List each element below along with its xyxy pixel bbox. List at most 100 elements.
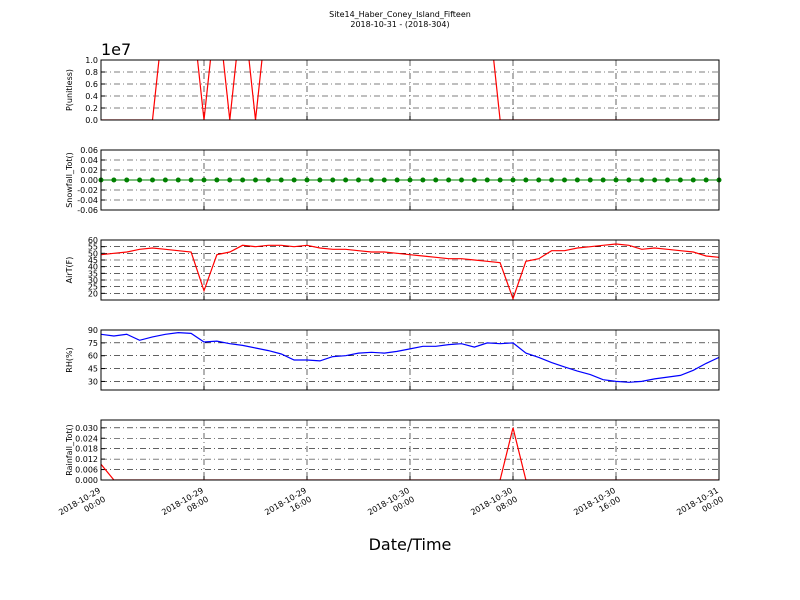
y-axis-label: Snowfall_Tot() <box>65 152 74 208</box>
y-tick-label: 25 <box>88 283 98 292</box>
data-point <box>343 177 349 183</box>
data-point <box>703 177 709 183</box>
y-tick-label: 0.2 <box>85 104 98 113</box>
data-point <box>587 177 593 183</box>
data-point <box>253 177 258 183</box>
y-tick-label: 0.4 <box>85 92 98 101</box>
x-tick-label: 2018-10-3000:00 <box>366 486 416 526</box>
data-point <box>574 177 580 183</box>
y-tick-label: 35 <box>88 269 98 278</box>
y-tick-label: 0.012 <box>75 455 98 464</box>
y-tick-label: 75 <box>88 339 98 348</box>
data-point <box>562 177 567 183</box>
data-point <box>626 177 632 183</box>
data-point <box>291 177 297 183</box>
plot-frame <box>100 419 720 481</box>
data-point <box>446 177 452 183</box>
data-point <box>665 177 670 183</box>
data-point <box>124 177 130 183</box>
y-tick-label: 1.0 <box>85 56 98 65</box>
y-tick-label: -0.02 <box>77 186 98 195</box>
y-tick-label: 0.0 <box>85 116 98 125</box>
data-point <box>652 177 658 183</box>
data-point <box>407 177 413 183</box>
data-point <box>265 177 271 183</box>
data-point <box>639 177 645 183</box>
data-point <box>690 177 696 183</box>
y-tick-label: 45 <box>88 256 98 265</box>
y-tick-label: 30 <box>88 377 98 386</box>
data-point <box>175 177 181 183</box>
data-point <box>201 177 207 183</box>
data-point <box>459 177 464 183</box>
y-tick-label: 0.00 <box>80 176 98 185</box>
data-point <box>677 177 683 183</box>
y-tick-label: 0.6 <box>85 80 98 89</box>
data-point <box>523 177 529 183</box>
x-tick-label: 2018-10-3016:00 <box>572 486 622 526</box>
y-tick-label: 30 <box>88 276 98 285</box>
y-axis-label: P(unitless) <box>65 69 74 111</box>
data-line <box>101 331 719 383</box>
y-tick-label: 20 <box>88 289 98 298</box>
data-point <box>549 177 555 183</box>
y-axis-label: Rainfall_Tot() <box>65 424 74 476</box>
y-tick-label: 0.030 <box>75 424 98 433</box>
y-tick-label: 0.000 <box>75 476 98 485</box>
y-tick-label: 0.024 <box>75 434 98 443</box>
data-point <box>497 177 503 183</box>
data-point <box>510 177 516 183</box>
data-point <box>240 177 246 183</box>
y-tick-label: 55 <box>88 243 98 252</box>
data-point <box>381 177 387 183</box>
y-tick-label: 0.018 <box>75 445 98 454</box>
data-point <box>304 177 310 183</box>
data-point <box>278 177 284 183</box>
plot-frame <box>100 59 720 121</box>
data-line <box>101 243 719 300</box>
y-tick-label: -0.04 <box>77 196 98 205</box>
data-point <box>162 177 168 183</box>
chart-subtitle: 2018-10-31 - (2018-304) <box>350 20 449 29</box>
y-tick-label: 0.04 <box>80 156 98 165</box>
data-point <box>188 177 194 183</box>
y-tick-label: 60 <box>88 352 98 361</box>
x-axis-label: Date/Time <box>369 535 452 554</box>
y-tick-label: 0.06 <box>80 146 98 155</box>
data-point <box>420 177 426 183</box>
data-point <box>317 177 323 183</box>
data-point <box>484 177 490 183</box>
x-tick-label: 2018-10-3008:00 <box>469 486 519 526</box>
data-point <box>536 177 542 183</box>
y-tick-label: 0.02 <box>80 166 98 175</box>
data-point <box>227 177 233 183</box>
plot-frame <box>100 239 720 301</box>
plot-frame <box>100 149 720 211</box>
data-point <box>394 177 400 183</box>
data-point <box>600 177 606 183</box>
y-tick-label: 40 <box>88 263 98 272</box>
data-point <box>214 177 220 183</box>
x-tick-label: 2018-10-2900:00 <box>57 486 107 526</box>
plot-frame <box>100 329 720 391</box>
y-tick-label: 0.8 <box>85 68 98 77</box>
data-point <box>356 177 361 183</box>
y-tick-label: 60 <box>88 236 98 245</box>
data-point <box>330 177 336 183</box>
y-axis-label: AirT(F) <box>65 257 74 284</box>
x-tick-label: 2018-10-2916:00 <box>263 486 313 526</box>
data-point <box>368 177 374 183</box>
y-tick-label: 45 <box>88 365 98 374</box>
offset-label: 1e7 <box>101 40 131 59</box>
chart-title: Site14_Haber_Coney_Island_Fifteen <box>329 10 471 19</box>
y-tick-label: 50 <box>88 249 98 258</box>
x-tick-label: 2018-10-2908:00 <box>160 486 210 526</box>
y-tick-label: -0.06 <box>77 206 98 215</box>
y-tick-label: 90 <box>88 326 98 335</box>
data-point <box>150 177 155 183</box>
data-point <box>613 177 619 183</box>
y-axis-label: RH(%) <box>65 347 74 372</box>
data-point <box>137 177 143 183</box>
y-tick-label: 0.006 <box>75 466 98 475</box>
